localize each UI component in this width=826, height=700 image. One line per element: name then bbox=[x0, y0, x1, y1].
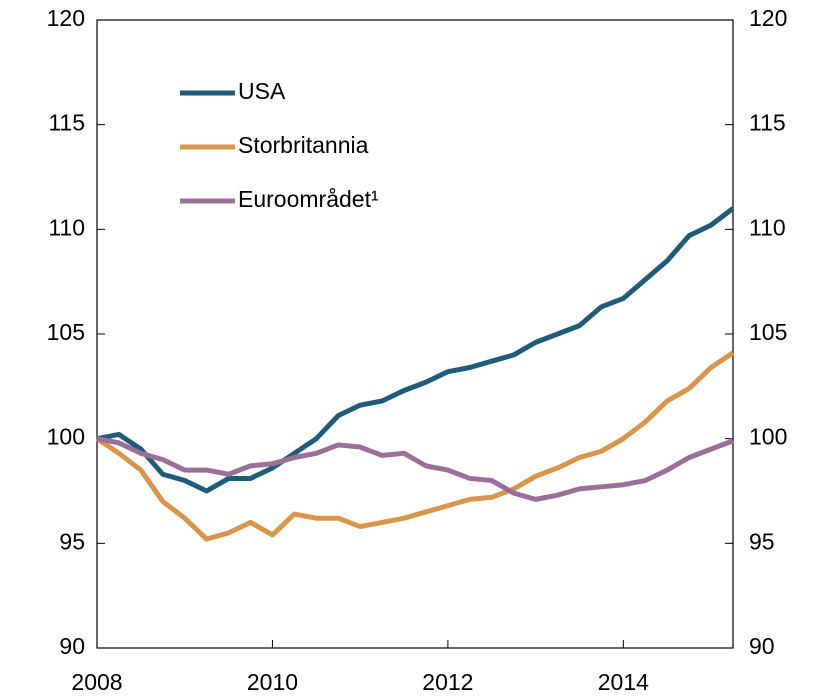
legend-label: Euroområdet¹ bbox=[238, 186, 379, 212]
series-line bbox=[96, 436, 734, 502]
y-tick-label: 90 bbox=[59, 633, 85, 659]
y2-tick-label: 90 bbox=[749, 633, 775, 659]
y-tick-label: 100 bbox=[47, 424, 85, 450]
series-line bbox=[96, 206, 735, 494]
legend-label: Storbritannia bbox=[238, 132, 369, 158]
legend-label: USA bbox=[238, 78, 286, 104]
y-tick-label: 120 bbox=[47, 5, 85, 31]
series-line bbox=[95, 350, 735, 542]
y2-tick-label: 110 bbox=[749, 214, 786, 240]
y-tick-label: 115 bbox=[48, 110, 85, 136]
x-tick-label: 2010 bbox=[247, 669, 298, 695]
y2-tick-label: 105 bbox=[749, 319, 787, 345]
y2-tick-label: 95 bbox=[749, 528, 775, 554]
x-tick-label: 2008 bbox=[71, 669, 122, 695]
y-tick-label: 95 bbox=[59, 528, 85, 554]
y2-tick-label: 120 bbox=[749, 5, 787, 31]
y2-tick-label: 100 bbox=[749, 424, 787, 450]
y2-tick-label: 115 bbox=[749, 110, 786, 136]
y-tick-label: 105 bbox=[47, 319, 85, 345]
x-tick-label: 2014 bbox=[598, 669, 649, 695]
x-tick-label: 2012 bbox=[422, 669, 473, 695]
y-tick-label: 110 bbox=[48, 214, 85, 240]
plot-frame bbox=[96, 19, 734, 649]
